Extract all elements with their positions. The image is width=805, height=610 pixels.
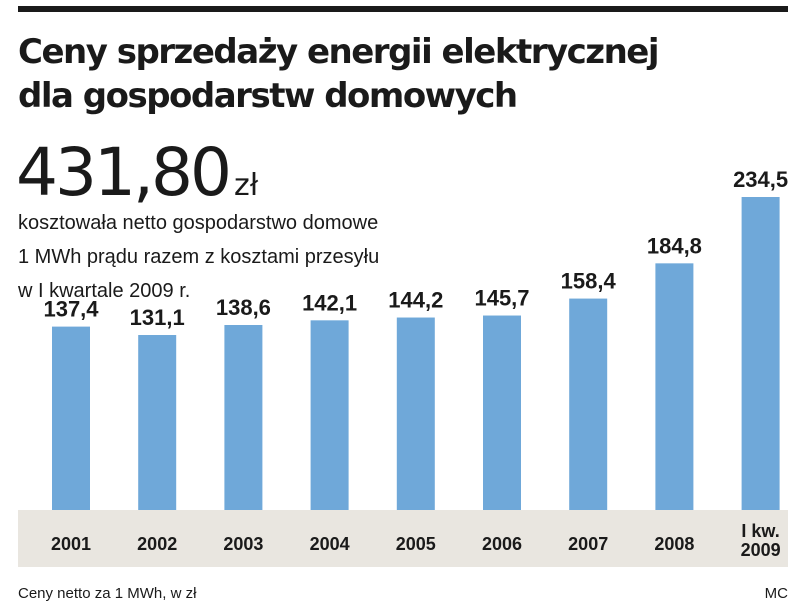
category-label-line: 2009: [741, 540, 781, 560]
value-label-7: 158,4: [561, 269, 617, 294]
category-label-line: 2004: [310, 534, 350, 554]
value-labels-group: 137,4 131,1 138,6 142,1 144,2 145,7 158,4 184,8…: [43, 167, 788, 330]
category-label-5: 2005: [396, 534, 436, 554]
value-label-5: 144,2: [388, 288, 443, 313]
category-label-1: 2001: [51, 534, 91, 554]
footnote: Ceny netto za 1 MWh, w zł: [18, 585, 197, 602]
category-label-2: 2002: [137, 534, 177, 554]
category-label-line: 2002: [137, 534, 177, 554]
category-label-8: 2008: [654, 534, 694, 554]
credit: MC: [764, 585, 788, 602]
category-label-6: 2006: [482, 534, 522, 554]
highlight-unit: zł: [234, 168, 259, 203]
category-label-3: 2003: [223, 534, 263, 554]
category-label-7: 2007: [568, 534, 608, 554]
bars-group: [52, 197, 780, 510]
category-label-line: 2005: [396, 534, 436, 554]
top-rule: [18, 6, 788, 12]
bar-3: [224, 325, 263, 510]
value-label-1: 137,4: [43, 297, 99, 322]
bar-2: [138, 335, 177, 510]
highlight-value: 431,80: [16, 134, 232, 211]
category-label-line: 2001: [51, 534, 91, 554]
category-label-line: 2007: [568, 534, 608, 554]
description-line-3: w I kwartale 2009 r.: [18, 280, 191, 302]
value-label-2: 131,1: [130, 305, 185, 330]
bar-1: [52, 326, 90, 510]
bar-5: [396, 317, 435, 510]
category-label-4: 2004: [310, 534, 350, 554]
bar-4: [310, 320, 349, 510]
highlight-description: kosztowała netto gospodarstwo domowe 1 M…: [18, 206, 379, 308]
description-line-1: kosztowała netto gospodarstwo domowe: [18, 212, 379, 234]
bar-6: [483, 315, 521, 510]
description-line-2: 1 MWh prądu razem z kosztami przesyłu: [18, 246, 380, 268]
value-label-4: 142,1: [302, 290, 357, 315]
bar-9: [741, 197, 780, 510]
category-axis-band: [18, 510, 788, 567]
category-label-line: I kw.: [741, 521, 779, 541]
title-line-1: Ceny sprzedaży energii elektrycznej: [18, 32, 659, 72]
bar-8: [655, 263, 694, 510]
category-labels-group: 2001 2002 2003 2004 2005 2006 2007 2008 I kw. 200…: [51, 521, 781, 560]
title-line-2: dla gospodarstw domowych: [18, 76, 518, 116]
value-label-6: 145,7: [474, 286, 529, 311]
category-label-9: I kw. 2009: [741, 521, 781, 560]
bar-7: [569, 298, 608, 510]
value-label-8: 184,8: [647, 233, 702, 258]
value-label-9: 234,5: [733, 167, 788, 192]
category-label-line: 2006: [482, 534, 522, 554]
category-label-line: 2008: [654, 534, 694, 554]
chart-title: Ceny sprzedaży energii elektrycznej dla …: [18, 30, 788, 118]
value-label-3: 138,6: [216, 295, 271, 320]
category-label-line: 2003: [223, 534, 263, 554]
